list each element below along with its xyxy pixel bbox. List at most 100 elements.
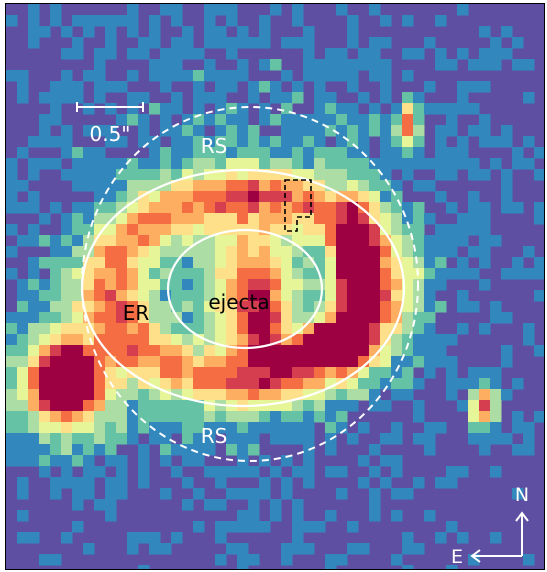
map-pixel <box>116 466 128 478</box>
map-pixel <box>292 37 304 49</box>
map-pixel <box>204 268 216 280</box>
map-pixel <box>369 224 381 236</box>
map-pixel <box>314 169 326 181</box>
map-pixel <box>292 15 304 27</box>
map-pixel <box>83 378 95 390</box>
map-pixel <box>358 92 370 104</box>
map-pixel <box>204 345 216 357</box>
map-pixel <box>270 92 282 104</box>
map-pixel <box>28 268 40 280</box>
map-pixel <box>138 477 150 489</box>
map-pixel <box>248 301 260 313</box>
map-pixel <box>270 466 282 478</box>
map-pixel <box>17 433 29 445</box>
map-pixel <box>127 26 139 38</box>
map-pixel <box>314 246 326 258</box>
map-pixel <box>105 125 117 137</box>
map-pixel <box>325 389 337 401</box>
map-pixel <box>182 48 194 60</box>
map-pixel <box>17 411 29 423</box>
map-pixel <box>149 378 161 390</box>
map-pixel <box>182 345 194 357</box>
map-pixel <box>259 290 271 302</box>
map-pixel <box>50 158 62 170</box>
map-pixel <box>402 125 414 137</box>
map-pixel <box>248 521 260 533</box>
map-pixel <box>72 389 84 401</box>
map-pixel <box>501 389 513 401</box>
map-pixel <box>325 169 337 181</box>
map-pixel <box>270 114 282 126</box>
er-label: ER <box>123 301 150 325</box>
map-pixel <box>138 114 150 126</box>
map-pixel <box>380 268 392 280</box>
map-pixel <box>28 444 40 456</box>
map-pixel <box>182 191 194 203</box>
map-pixel <box>6 323 18 335</box>
map-pixel <box>248 191 260 203</box>
map-pixel <box>171 334 183 346</box>
map-pixel <box>336 323 348 335</box>
map-pixel <box>479 400 491 412</box>
map-pixel <box>171 70 183 82</box>
map-pixel <box>171 147 183 159</box>
map-pixel <box>182 411 194 423</box>
map-pixel <box>94 15 106 27</box>
map-pixel <box>193 48 205 60</box>
map-pixel <box>171 59 183 71</box>
map-pixel <box>50 103 62 115</box>
map-pixel <box>149 158 161 170</box>
map-pixel <box>292 323 304 335</box>
map-pixel <box>336 411 348 423</box>
map-pixel <box>61 224 73 236</box>
map-pixel <box>215 554 227 566</box>
map-pixel <box>171 15 183 27</box>
map-pixel <box>281 180 293 192</box>
map-pixel <box>336 114 348 126</box>
map-pixel <box>17 455 29 467</box>
map-pixel <box>237 257 249 269</box>
map-pixel <box>193 125 205 137</box>
map-pixel <box>204 114 216 126</box>
map-pixel <box>149 136 161 148</box>
map-pixel <box>237 444 249 456</box>
map-pixel <box>270 510 282 522</box>
map-pixel <box>369 235 381 247</box>
map-pixel <box>237 345 249 357</box>
map-pixel <box>413 48 425 60</box>
map-pixel <box>281 411 293 423</box>
map-pixel <box>193 422 205 434</box>
map-pixel <box>446 477 458 489</box>
map-pixel <box>193 70 205 82</box>
map-pixel <box>105 202 117 214</box>
map-pixel <box>6 224 18 236</box>
map-pixel <box>435 103 447 115</box>
map-pixel <box>105 488 117 500</box>
map-pixel <box>237 246 249 258</box>
map-pixel <box>270 224 282 236</box>
map-pixel <box>72 290 84 302</box>
map-pixel <box>248 169 260 181</box>
map-pixel <box>347 378 359 390</box>
map-pixel <box>61 301 73 313</box>
map-pixel <box>237 103 249 115</box>
map-pixel <box>424 37 436 49</box>
map-pixel <box>39 356 51 368</box>
map-pixel <box>83 334 95 346</box>
map-pixel <box>237 213 249 225</box>
map-pixel <box>424 345 436 357</box>
map-pixel <box>479 246 491 258</box>
map-pixel <box>248 202 260 214</box>
map-pixel <box>226 246 238 258</box>
map-pixel <box>303 422 315 434</box>
map-pixel <box>182 433 194 445</box>
map-pixel <box>402 246 414 258</box>
map-pixel <box>380 323 392 335</box>
map-pixel <box>94 257 106 269</box>
map-pixel <box>292 345 304 357</box>
map-pixel <box>28 389 40 401</box>
map-pixel <box>105 224 117 236</box>
map-pixel <box>413 257 425 269</box>
map-pixel <box>490 389 502 401</box>
map-pixel <box>457 323 469 335</box>
